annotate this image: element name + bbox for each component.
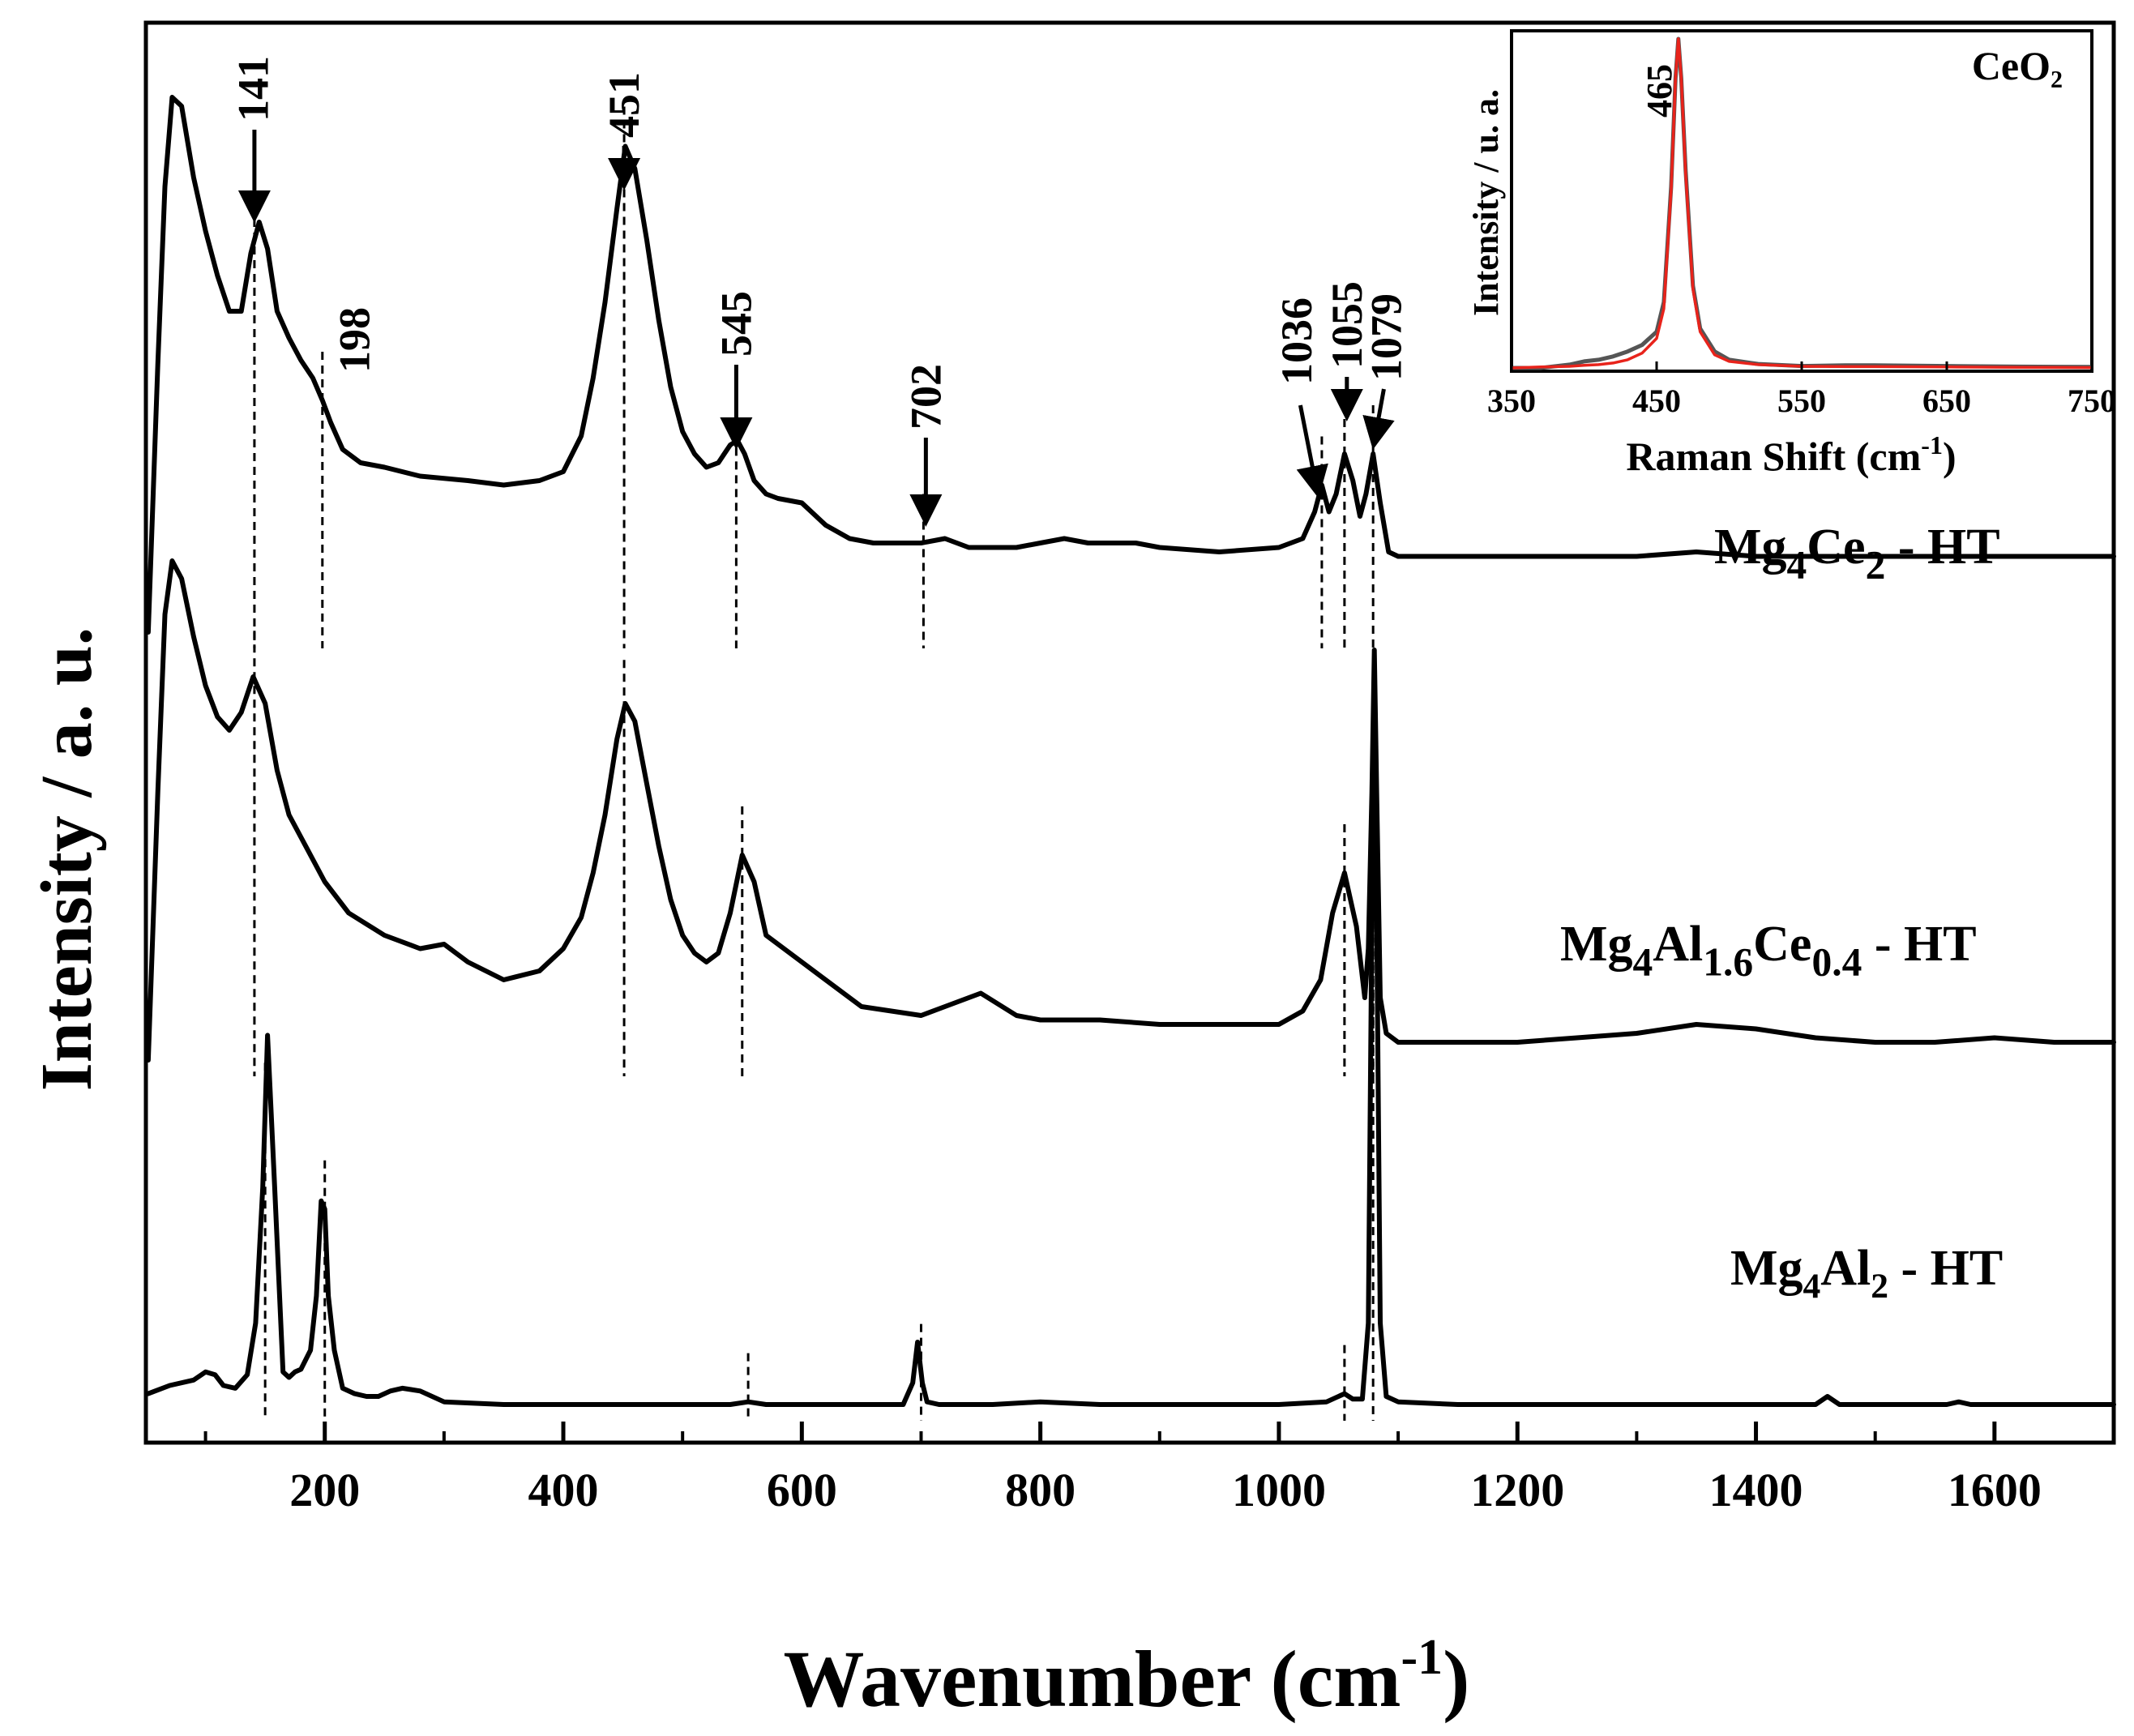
series-label-3-part-0: Mg	[1730, 1241, 1803, 1296]
series-label-1-part-0: Mg	[1714, 520, 1787, 575]
series-label-3-part-3: 2	[1871, 1267, 1888, 1306]
inset-series-group	[1511, 36, 2093, 370]
x-tick-label-1000: 1000	[1232, 1464, 1326, 1516]
inset-y-axis-title: Intensity / u. a.	[1466, 89, 1506, 316]
series-label-2-part-2: Al	[1653, 917, 1703, 972]
peak-label-141: 141	[229, 56, 277, 122]
inset-x-tick-label-550: 550	[1777, 383, 1826, 419]
inset-x-tick-label-750: 750	[2068, 383, 2116, 419]
series-label-2-part-1: 4	[1633, 939, 1653, 984]
x-tick-label-1600: 1600	[1948, 1464, 2042, 1516]
y-axis-title: Intensity / a. u.	[27, 627, 107, 1092]
x-axis-title-main: Wavenumber (cm	[784, 1634, 1401, 1724]
inset-line-2	[1511, 37, 2093, 370]
inset-axes: 350 450 550 650 750	[1487, 361, 2116, 419]
inset-x-axis-title-main: Raman Shift (cm	[1626, 434, 1921, 479]
series-line-3	[145, 696, 2116, 1407]
peak-arrow-1036	[1296, 404, 1328, 498]
series-label-2-part-6: - HT	[1862, 917, 1976, 972]
x-axis-title-close: )	[1443, 1634, 1469, 1724]
peak-label-198: 198	[331, 307, 379, 373]
main-axes: 200 400 600 800 1000 1200 1400 1600	[143, 20, 2116, 1516]
series-label-2-part-3: 1.6	[1703, 939, 1753, 984]
inset-frame	[1510, 29, 2093, 373]
inset-peak-label: 465	[1640, 64, 1679, 118]
inset-legend: CeO₂	[1972, 43, 2063, 88]
series-label-3: Mg4Al2 - HT	[1730, 1241, 2003, 1306]
peak-label-545: 545	[712, 291, 760, 357]
series-label-2: Mg4Al1.6Ce0.4 - HT	[1560, 917, 1977, 984]
x-tick-label-600: 600	[767, 1464, 837, 1516]
series-label-2-part-0: Mg	[1560, 917, 1633, 972]
x-axis-title: Wavenumber (cm-1)	[784, 1630, 1470, 1724]
x-tick-label-800: 800	[1005, 1464, 1076, 1516]
dashed-marker-group	[253, 106, 1375, 1421]
inset-x-axis-title-sup: -1	[1921, 430, 1943, 460]
peak-arrow-1079	[1362, 388, 1395, 450]
main-series-group	[145, 95, 2116, 1407]
series-label-1-part-1: 4	[1787, 542, 1807, 587]
peak-label-702: 702	[901, 364, 950, 430]
series-label-3-part-4: - HT	[1888, 1241, 2003, 1296]
series-label-2-part-5: 0.4	[1811, 939, 1862, 984]
series-label-3-part-2: Al	[1820, 1241, 1871, 1296]
peak-label-451: 451	[600, 72, 648, 138]
inset-x-tick-label-450: 450	[1632, 383, 1681, 419]
peak-label-1055: 1055	[1323, 281, 1371, 369]
peak-label-1079: 1079	[1362, 293, 1410, 381]
series-label-1-part-2: Ce	[1807, 520, 1865, 575]
x-tick-label-400: 400	[528, 1464, 599, 1516]
peak-label-1036: 1036	[1272, 297, 1321, 385]
x-tick-label-1200: 1200	[1470, 1464, 1564, 1516]
x-tick-label-1400: 1400	[1709, 1464, 1803, 1516]
inset-x-axis-title: Raman Shift (cm-1)	[1626, 430, 1956, 479]
series-line-1	[145, 95, 2116, 635]
plot-frame	[143, 20, 2116, 1445]
series-line-2	[145, 558, 2116, 1063]
series-label-1-part-4: - HT	[1885, 520, 1999, 575]
x-axis-title-sup: -1	[1401, 1630, 1443, 1685]
series-label-1: Mg4Ce2 - HT	[1714, 520, 2000, 587]
inset-x-tick-label-350: 350	[1487, 383, 1536, 419]
series-label-3-part-1: 4	[1803, 1267, 1821, 1306]
x-tick-label-200: 200	[289, 1464, 360, 1516]
inset-x-axis-title-close: )	[1943, 434, 1957, 479]
series-label-1-part-3: 2	[1866, 542, 1886, 587]
series-label-2-part-4: Ce	[1753, 917, 1811, 972]
inset-x-tick-label-650: 650	[1922, 383, 1971, 419]
ceo2-inset: 350 450 550 650 750 CeO₂ 465 Intensity / u. …	[1466, 29, 2116, 479]
